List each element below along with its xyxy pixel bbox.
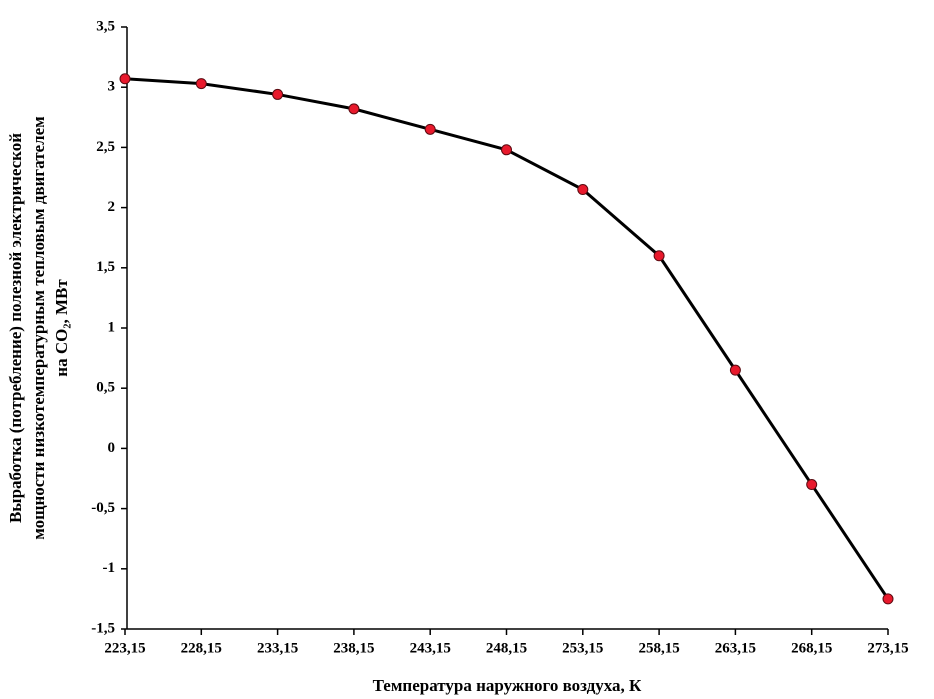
- x-tick-label: 258,15: [638, 640, 679, 656]
- data-point: [806, 479, 818, 491]
- y-tick-label: -1: [103, 560, 116, 576]
- data-point: [882, 593, 894, 605]
- y-tick-label: 3,5: [96, 18, 115, 34]
- data-point: [272, 88, 284, 100]
- x-tick-label: 273,15: [867, 640, 908, 656]
- data-point: [729, 364, 741, 376]
- x-tick-label: 263,15: [715, 640, 756, 656]
- y-tick-label: -1,5: [91, 620, 115, 636]
- x-tick-label: 268,15: [791, 640, 832, 656]
- y-tick-label: 0: [108, 440, 116, 456]
- y-axis-label: Выработка (потребление) полезной электри…: [6, 133, 25, 523]
- y-tick-label: 1,5: [96, 259, 115, 275]
- data-point: [195, 78, 207, 90]
- x-tick-label: 248,15: [486, 640, 527, 656]
- x-tick-label: 223,15: [104, 640, 145, 656]
- y-axis-label-group: Выработка (потребление) полезной электри…: [6, 116, 71, 540]
- y-tick-label: 0,5: [96, 380, 115, 396]
- data-point: [348, 103, 360, 115]
- y-tick-label: 2: [108, 199, 116, 215]
- x-tick-label: 233,15: [257, 640, 298, 656]
- data-point: [653, 250, 665, 262]
- data-point: [577, 184, 589, 196]
- y-tick-label: -0,5: [91, 500, 115, 516]
- y-axis-label: мощности низкотемпературным тепловым дви…: [29, 116, 48, 540]
- y-axis-label: на CO₂, МВт: [52, 279, 71, 377]
- y-tick-label: 3: [108, 79, 116, 95]
- x-tick-label: 243,15: [410, 640, 451, 656]
- data-point: [501, 144, 512, 156]
- y-tick-label: 2,5: [96, 139, 115, 155]
- x-tick-label: 228,15: [181, 640, 222, 656]
- y-tick-label: 1: [108, 319, 116, 335]
- data-point: [424, 123, 436, 135]
- data-point: [119, 73, 131, 85]
- x-axis-label: Температура наружного воздуха, К: [373, 676, 642, 695]
- series-line: [124, 77, 890, 600]
- x-tick-label: 238,15: [333, 640, 374, 656]
- x-tick-label: 253,15: [562, 640, 603, 656]
